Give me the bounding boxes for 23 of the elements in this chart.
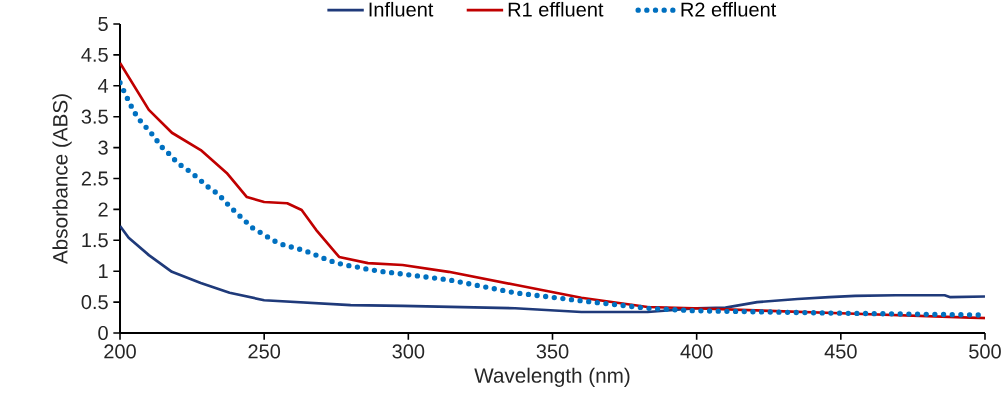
y-tick-label: 2: [98, 202, 108, 217]
x-tick-label: 300: [392, 344, 425, 359]
x-tick-label: 200: [104, 344, 136, 359]
y-axis-title: Absorbance (ABS): [52, 94, 72, 265]
legend-label: Influent: [369, 1, 434, 17]
x-tick-label: 500: [969, 344, 1001, 359]
y-tick-label: 4: [97, 78, 109, 93]
y-tick-label: 5: [98, 17, 108, 31]
x-tick-label: 400: [680, 344, 713, 359]
y-tick-label: 3: [98, 140, 108, 155]
y-tick-label: 0.5: [81, 295, 108, 310]
x-tick-label: 350: [536, 344, 569, 359]
y-tick-label: 1: [99, 264, 108, 279]
legend-label: R2 effluent: [681, 1, 777, 17]
x-tick-label: 250: [248, 344, 281, 359]
y-tick-label: 0: [98, 325, 108, 341]
y-tick-label: 2.5: [81, 171, 108, 186]
x-axis-title: Wavelength (nm): [474, 367, 630, 387]
x-tick-label: 450: [824, 344, 857, 359]
y-tick-label: 3.5: [81, 109, 108, 124]
y-tick-label: 1.5: [82, 233, 108, 248]
y-tick-label: 4.5: [81, 47, 108, 62]
legend-label: R1 effluent: [508, 1, 604, 17]
